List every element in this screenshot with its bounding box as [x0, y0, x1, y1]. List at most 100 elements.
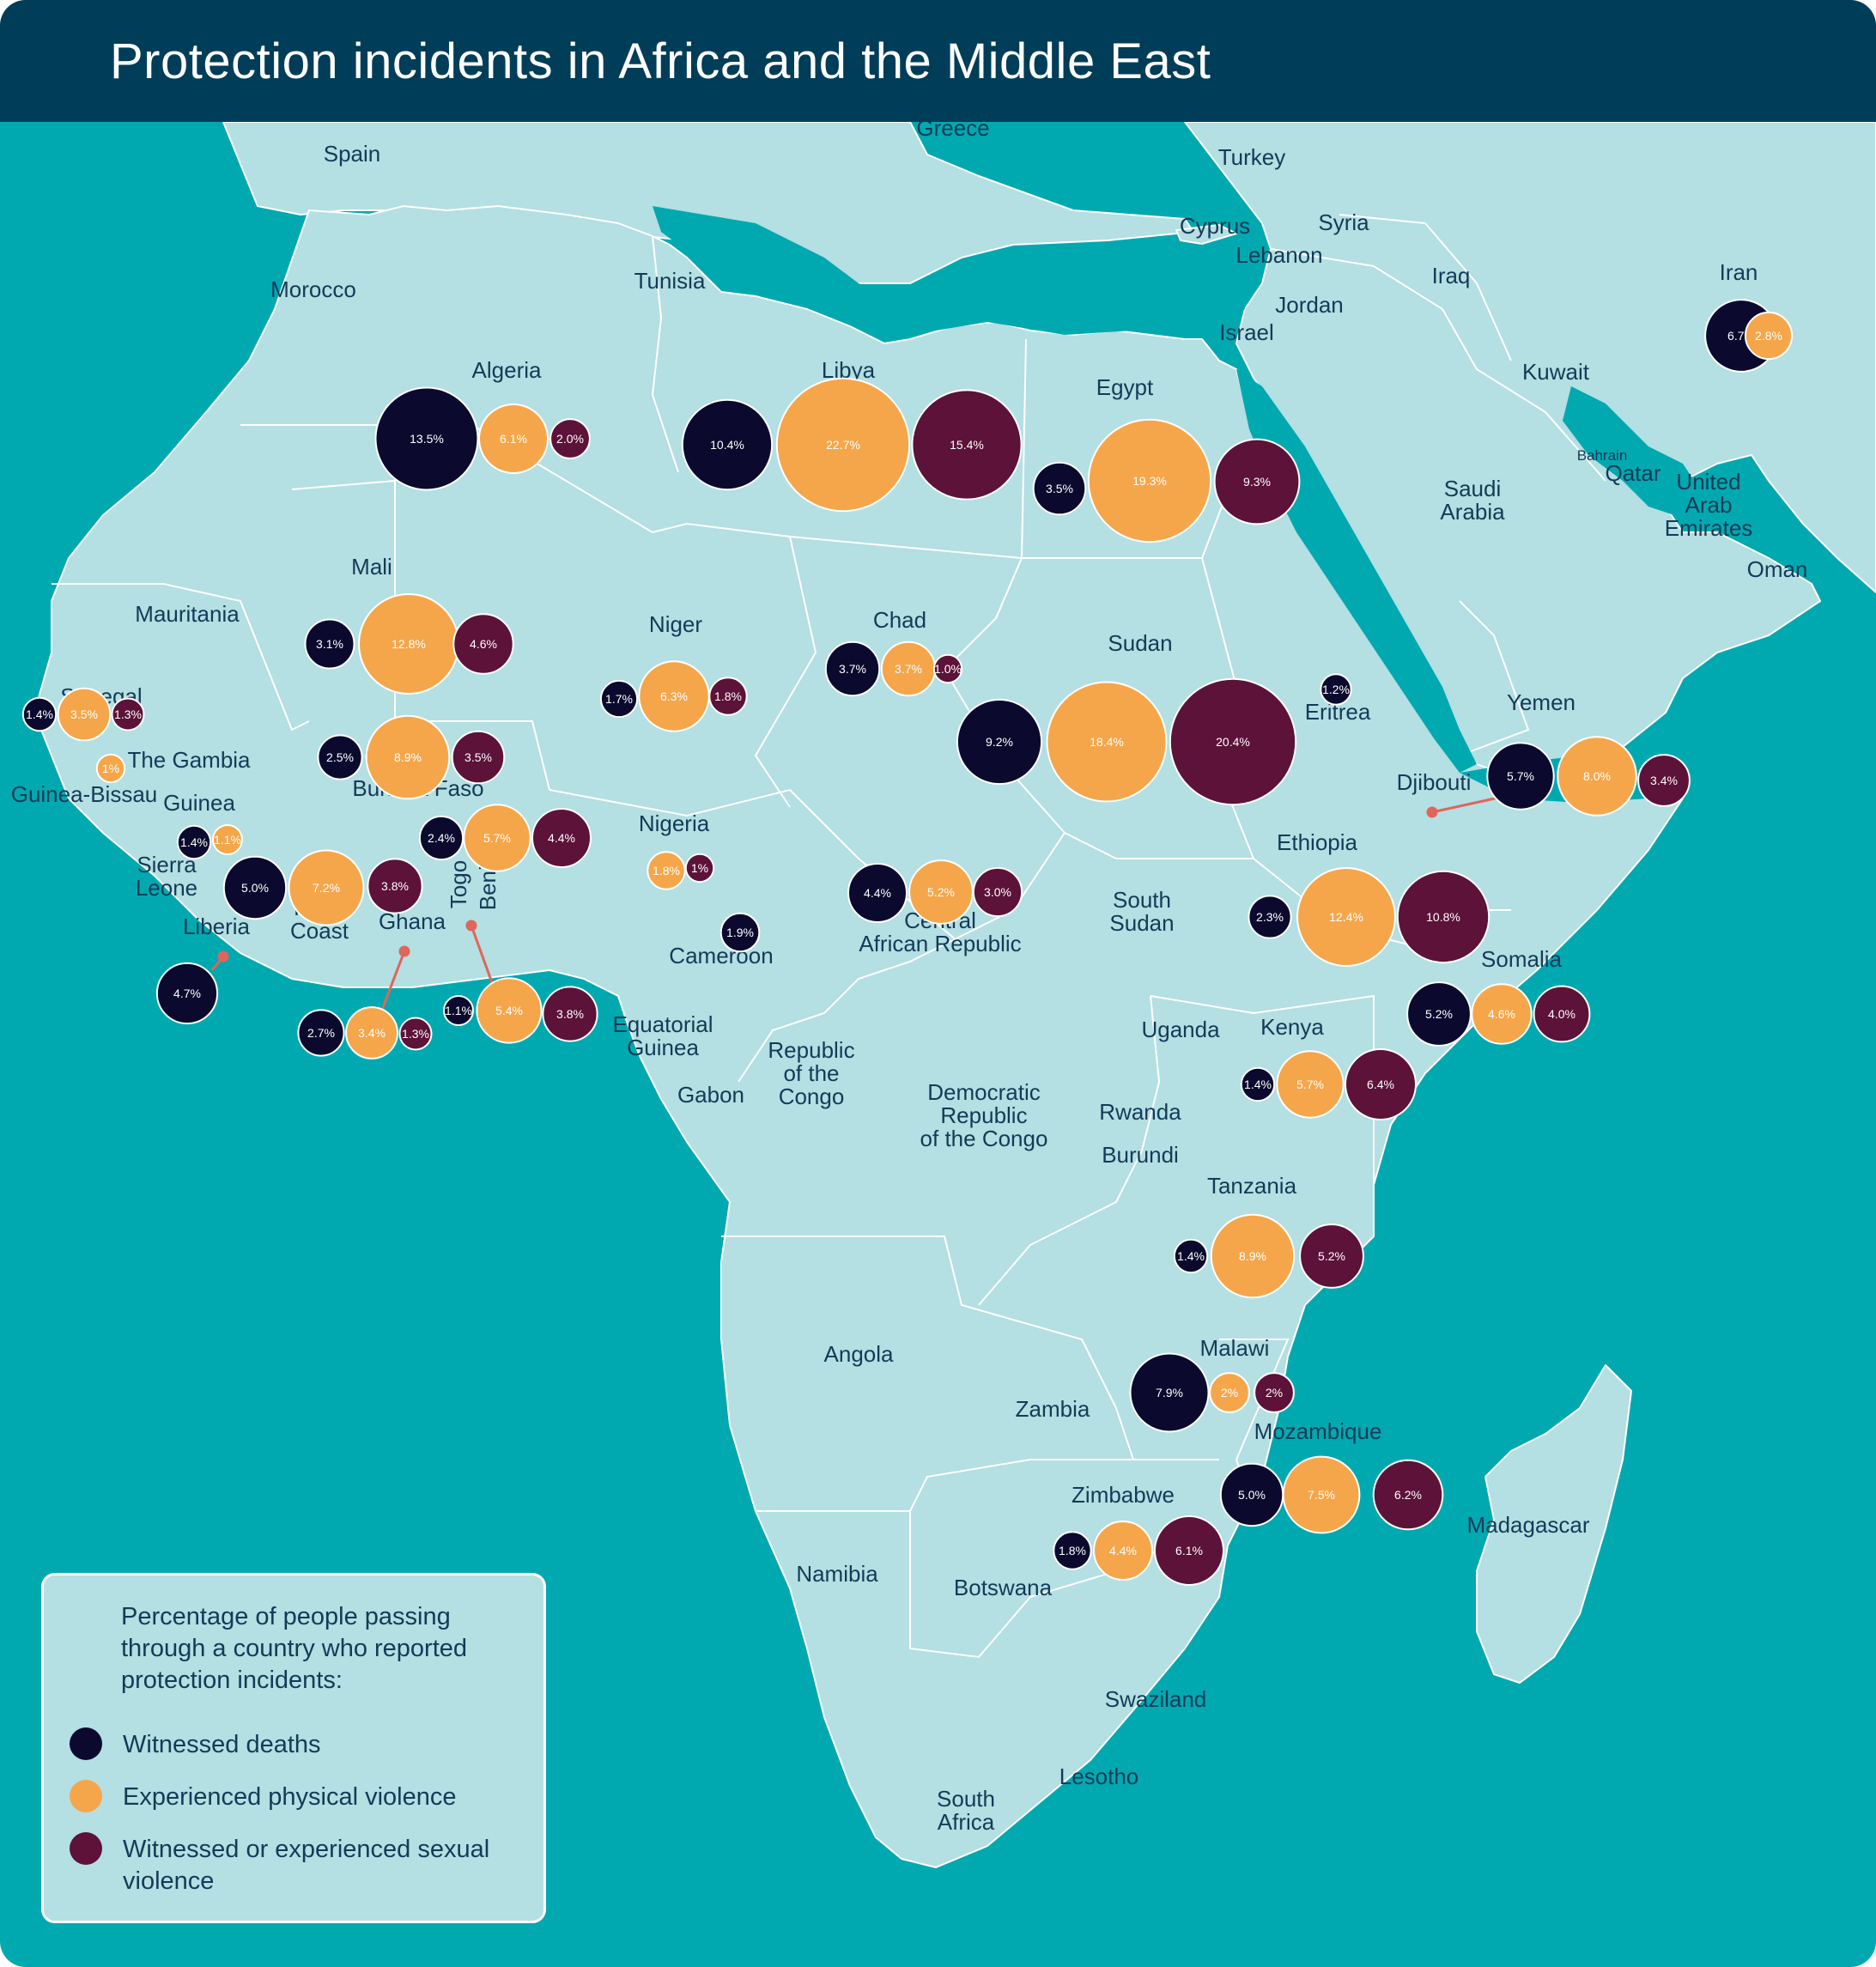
country-label-malawi: Malawi: [1200, 1335, 1270, 1361]
bubble-deaths-malawi: [1129, 1352, 1210, 1433]
country-label-kenya: Kenya: [1260, 1014, 1324, 1040]
leader-lines: [210, 795, 1503, 1011]
persian-gulf: [1563, 386, 1700, 515]
bubble-label-physical: 8.0%: [1583, 769, 1611, 783]
border-line: [721, 1235, 1134, 1460]
bubble-physical-togo: [476, 977, 543, 1044]
bubble-label-physical: 8.9%: [1239, 1249, 1266, 1263]
bubble-sexual-somalia: [1533, 985, 1591, 1043]
bubble-physical-iran: [1744, 311, 1794, 361]
bubble-physical-egypt: [1087, 418, 1212, 543]
leader-dot: [217, 950, 229, 962]
bubble-sexual-sudan: [1169, 677, 1297, 806]
bubble-label-deaths: 3.5%: [1046, 482, 1073, 495]
legend-swatch-deaths: [70, 1727, 102, 1760]
bubble-label-physical: 1.8%: [653, 864, 680, 877]
bubble-label-sexual: 3.5%: [464, 750, 492, 764]
bubble-physical-tanzania: [1210, 1213, 1296, 1299]
bubble-label-deaths: 1.2%: [1322, 683, 1350, 696]
bubble-label-deaths: 5.0%: [1238, 1488, 1266, 1502]
bubble-label-sexual: 3.8%: [556, 1007, 584, 1021]
leader-line: [1431, 795, 1503, 814]
country-label-drc1: Democratic: [927, 1079, 1040, 1105]
country-label-togo: Togo: [446, 860, 471, 908]
country-label-morocco: Morocco: [270, 276, 356, 302]
bubble-physical-ivory-coast: [288, 849, 365, 926]
country-label-turkey: Turkey: [1218, 144, 1286, 170]
legend-item-deaths: Witnessed deaths: [70, 1727, 501, 1761]
bubble-label-sexual: 1.0%: [934, 662, 962, 676]
bubble-sexual-mali: [452, 613, 514, 675]
mediterranean: [653, 206, 1245, 335]
bubble-physical-kenya: [1276, 1050, 1345, 1119]
bubble-physical-malawi: [1209, 1372, 1250, 1413]
country-label-cyprus: Cyprus: [1180, 213, 1250, 239]
bubble-deaths-burkina-faso: [317, 734, 363, 780]
bubble-sexual-ivory-coast: [367, 858, 423, 914]
bubble-label-deaths: 1.8%: [1059, 1544, 1086, 1557]
leader-dot: [465, 920, 477, 932]
country-label-roc3: Congo: [779, 1084, 845, 1109]
bubble-label-deaths: 4.4%: [864, 886, 891, 900]
bubble-sexual-kenya: [1345, 1048, 1417, 1120]
bubble-label-physical: 6.1%: [500, 432, 527, 446]
country-labels: Spain Greece Turkey Cyprus Syria Lebanon Iraq I…: [11, 122, 1808, 1835]
page-title: Protection incidents in Africa and the M…: [110, 33, 1211, 89]
bubble-label-physical: 4.6%: [1488, 1007, 1515, 1021]
country-label-mauritania: Mauritania: [135, 601, 240, 627]
bubble-sexual-yemen: [1637, 754, 1691, 807]
bubble-deaths-sudan: [956, 698, 1043, 786]
country-label-uae1: United: [1676, 469, 1740, 495]
bubble-label-sexual: 1.3%: [402, 1027, 429, 1041]
country-label-djibouti: Djibouti: [1397, 769, 1472, 795]
bubble-label-deaths: 9.2%: [986, 735, 1013, 749]
bubble-deaths-yemen: [1486, 742, 1555, 810]
bubble-label-deaths: 1.9%: [726, 926, 754, 939]
bubble-label-physical: 5.7%: [483, 831, 511, 845]
bubble-sexual-chad: [932, 653, 963, 684]
bubble-sexual-zimbabwe: [1154, 1515, 1224, 1586]
legend-item-physical: Experienced physical violence: [70, 1780, 501, 1813]
bubble-sexual-central-african-republic: [972, 866, 1023, 918]
bubble-deaths-togo: [443, 995, 474, 1026]
bubble-label-deaths: 1.7%: [605, 692, 633, 706]
land-cyprus: [1175, 224, 1237, 245]
bubble-deaths-liberia: [155, 962, 219, 1025]
bubble-deaths-chad: [824, 640, 881, 697]
land-madagascar: [1476, 1364, 1632, 1684]
bubble-label-physical: 5.4%: [495, 1004, 523, 1017]
country-label-somalia: Somalia: [1481, 946, 1562, 972]
leader-line: [470, 925, 495, 988]
bubble-sexual-tanzania: [1299, 1223, 1364, 1289]
bubble-label-physical: 1%: [102, 762, 119, 775]
bubble-deaths-central-african-republic: [847, 863, 908, 923]
bubble-label-deaths: 1.4%: [180, 835, 208, 849]
bubble-label-sexual: 4.6%: [470, 637, 497, 651]
country-label-swaziland: Swaziland: [1105, 1686, 1207, 1712]
bubble-sexual-nigeria: [684, 853, 715, 883]
bubble-deaths-libya: [681, 398, 774, 491]
bubble-label-deaths: 5.7%: [1507, 769, 1534, 783]
country-label-guinea: Guinea: [163, 790, 235, 816]
bubble-deaths-tanzania: [1173, 1238, 1209, 1274]
bubble-deaths-eritrea: [1320, 673, 1352, 706]
country-label-spain: Spain: [324, 141, 381, 167]
bubble-deaths-niger: [599, 679, 639, 719]
bubble-physical-mozambique: [1282, 1455, 1361, 1534]
bubble-label-physical: 7.2%: [313, 881, 340, 895]
bubble-sexual-senegal: [111, 697, 145, 732]
bubble-physical-guinea: [212, 824, 243, 855]
legend-box: Percentage of people passing through a c…: [41, 1573, 546, 1923]
bubble-sexual-benin: [531, 808, 592, 868]
country-label-yemen: Yemen: [1507, 689, 1575, 715]
country-label-zambia: Zambia: [1016, 1396, 1090, 1422]
bubble-label-sexual: 1.8%: [714, 689, 742, 703]
country-label-saudi1: Saudi: [1444, 476, 1502, 501]
country-label-greece: Greece: [916, 122, 989, 141]
legend-item-sexual: Witnessed or experienced sexual violence: [70, 1832, 501, 1897]
bubble-physical-somalia: [1471, 983, 1533, 1045]
bubble-label-physical: 3.7%: [895, 662, 922, 676]
country-label-tanzania: Tanzania: [1207, 1173, 1297, 1199]
bubble-label-physical: 19.3%: [1132, 474, 1167, 488]
